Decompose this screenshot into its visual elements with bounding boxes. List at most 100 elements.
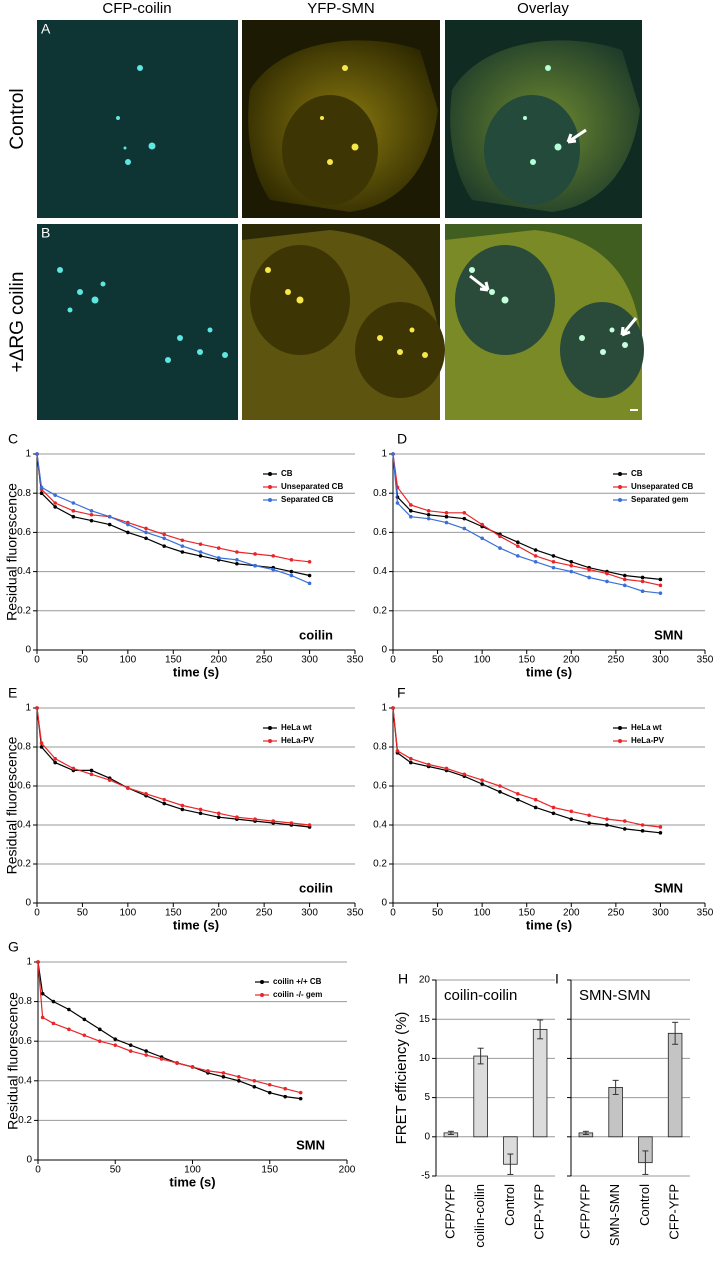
x-tick-label: 0 bbox=[35, 1165, 41, 1176]
legend-label: Separated gem bbox=[631, 495, 688, 504]
data-point bbox=[40, 991, 45, 996]
data-point bbox=[235, 558, 239, 562]
data-point bbox=[162, 536, 166, 541]
bar bbox=[532, 1028, 548, 1138]
data-point bbox=[180, 803, 185, 808]
data-point bbox=[198, 542, 203, 546]
panel-label: A bbox=[41, 21, 51, 37]
x-tick-label: 50 bbox=[77, 655, 89, 666]
panel-label: D bbox=[397, 431, 407, 447]
data-point bbox=[252, 1084, 257, 1089]
x-tick-label: 150 bbox=[518, 908, 535, 919]
data-point bbox=[162, 797, 166, 802]
data-point bbox=[53, 756, 57, 761]
y-tick-label: 1 bbox=[26, 957, 32, 968]
data-point bbox=[71, 509, 76, 513]
legend-marker bbox=[618, 739, 622, 743]
y-tick-label: 1 bbox=[25, 449, 31, 460]
legend-label: coilin +/+ CB bbox=[273, 977, 322, 986]
y-axis-label: FRET efficiency (%) bbox=[393, 1012, 410, 1145]
data-point bbox=[409, 509, 413, 513]
y-tick-label: 1 bbox=[381, 449, 387, 460]
data-point bbox=[516, 554, 520, 558]
data-point bbox=[289, 569, 294, 574]
data-point bbox=[271, 567, 276, 572]
data-point bbox=[307, 823, 312, 827]
data-point bbox=[235, 815, 239, 819]
data-point bbox=[551, 805, 556, 810]
data-point bbox=[67, 1027, 71, 1032]
data-point bbox=[51, 999, 56, 1004]
data-point bbox=[533, 548, 538, 552]
data-point bbox=[640, 823, 645, 827]
data-point bbox=[82, 1033, 87, 1038]
data-point bbox=[533, 805, 538, 810]
x-axis-label: time (s) bbox=[169, 1174, 215, 1189]
chart-title: SMN-SMN bbox=[579, 987, 651, 1004]
data-point bbox=[216, 556, 221, 560]
x-tick-label: 100 bbox=[184, 1165, 201, 1176]
data-point bbox=[144, 526, 148, 531]
data-point bbox=[444, 520, 449, 525]
x-tick-label: 300 bbox=[301, 655, 318, 666]
annotation: SMN bbox=[296, 1137, 325, 1152]
data-point bbox=[237, 1075, 241, 1079]
x-tick-label: 50 bbox=[77, 908, 89, 919]
data-point bbox=[569, 817, 574, 821]
data-point bbox=[480, 536, 484, 541]
data-point bbox=[98, 1039, 102, 1043]
data-point bbox=[162, 532, 166, 537]
data-point bbox=[569, 563, 574, 568]
data-point bbox=[444, 514, 449, 519]
x-tick-label: 0 bbox=[34, 655, 40, 666]
data-point bbox=[36, 960, 40, 964]
x-tick-label: 0 bbox=[390, 908, 396, 919]
chart-title: coilin-coilin bbox=[444, 987, 517, 1004]
data-point bbox=[426, 762, 431, 767]
data-point bbox=[253, 563, 257, 568]
x-axis-label: time (s) bbox=[526, 664, 572, 679]
data-point bbox=[40, 1015, 45, 1020]
legend-marker bbox=[260, 980, 264, 984]
y-tick-label: -5 bbox=[421, 1171, 430, 1182]
data-point bbox=[516, 792, 520, 796]
x-tick-label: 250 bbox=[608, 908, 625, 919]
data-point bbox=[271, 819, 276, 823]
data-point bbox=[298, 1090, 303, 1095]
data-point bbox=[391, 706, 395, 710]
y-tick-label: 0.4 bbox=[373, 566, 387, 577]
annotation: SMN bbox=[654, 627, 683, 642]
data-point bbox=[144, 536, 148, 541]
data-point bbox=[498, 534, 502, 539]
data-point bbox=[89, 518, 94, 523]
data-point bbox=[640, 575, 645, 580]
y-tick-label: 0.6 bbox=[373, 781, 387, 792]
legend-marker bbox=[618, 726, 622, 730]
data-point bbox=[551, 554, 556, 558]
annotation: coilin bbox=[299, 627, 333, 642]
x-tick-label: 350 bbox=[347, 655, 364, 666]
data-point bbox=[605, 571, 609, 576]
data-point bbox=[605, 823, 609, 827]
data-point bbox=[409, 760, 413, 765]
column-header: YFP-SMN bbox=[307, 0, 375, 17]
data-point bbox=[98, 1027, 102, 1032]
data-point bbox=[395, 501, 400, 505]
y-tick-label: 0 bbox=[26, 1155, 32, 1166]
data-point bbox=[533, 797, 538, 802]
data-point bbox=[39, 745, 44, 749]
data-point bbox=[175, 1061, 179, 1065]
panel-label: F bbox=[397, 685, 406, 701]
data-point bbox=[640, 589, 645, 593]
data-point bbox=[107, 778, 112, 782]
x-tick-label: 0 bbox=[390, 655, 396, 666]
micrographs: CFP-coilin YFP-SMN Overlay A Control B +… bbox=[7, 0, 644, 420]
data-point bbox=[395, 749, 400, 753]
data-point bbox=[444, 511, 449, 515]
data-point bbox=[307, 560, 312, 564]
data-point bbox=[180, 807, 185, 812]
data-point bbox=[39, 491, 44, 496]
x-tick-label: 250 bbox=[256, 655, 273, 666]
y-tick-label: 0 bbox=[381, 898, 387, 909]
data-point bbox=[107, 514, 112, 519]
